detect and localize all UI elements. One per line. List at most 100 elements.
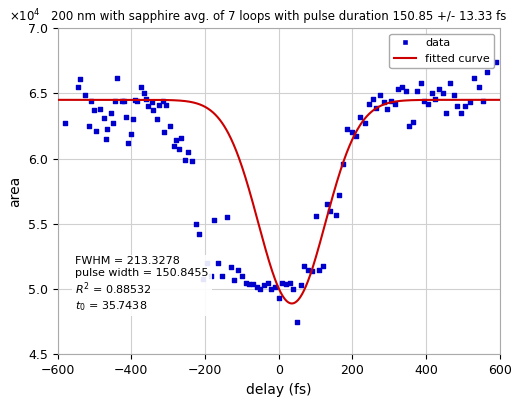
data (479, 98, 487, 104)
data (162, 102, 171, 108)
data (431, 95, 439, 102)
data (92, 128, 100, 134)
data (470, 75, 478, 81)
data (133, 98, 141, 104)
data (184, 149, 192, 155)
data (175, 146, 184, 153)
data (304, 266, 313, 273)
data (322, 201, 331, 207)
data (438, 90, 447, 96)
data (369, 95, 377, 102)
fitted curve (55, 98, 61, 102)
data (424, 100, 432, 107)
data (260, 282, 268, 288)
data (267, 286, 276, 292)
data (170, 142, 178, 149)
data (142, 95, 150, 102)
data (315, 266, 323, 273)
data (118, 98, 126, 104)
data (112, 75, 121, 81)
data (326, 207, 334, 214)
data (332, 211, 340, 218)
data (308, 268, 316, 274)
data (111, 98, 119, 104)
data (223, 214, 231, 221)
data (461, 103, 469, 110)
data (99, 115, 108, 122)
fitted curve (408, 98, 414, 102)
data (127, 130, 135, 137)
Text: $\times10^4$: $\times10^4$ (9, 8, 41, 25)
data (387, 98, 395, 104)
data (278, 279, 287, 286)
data (427, 90, 436, 96)
data (214, 260, 222, 266)
data (81, 92, 89, 98)
data (241, 279, 250, 286)
data (398, 83, 406, 90)
data (275, 295, 283, 301)
data (101, 136, 110, 142)
data (123, 140, 132, 146)
data (196, 231, 204, 238)
data (252, 283, 261, 290)
data (365, 100, 373, 107)
data (90, 107, 99, 113)
data (172, 137, 180, 143)
data (348, 129, 357, 136)
data (153, 116, 161, 123)
fitted curve (233, 149, 240, 154)
data (234, 266, 242, 273)
fitted curve (100, 98, 106, 102)
fitted curve (249, 199, 255, 204)
data (282, 281, 290, 287)
data (144, 103, 152, 110)
data (129, 116, 137, 123)
data (413, 87, 421, 94)
data (442, 110, 450, 116)
data (301, 262, 309, 269)
data (188, 158, 196, 164)
data (409, 119, 418, 125)
data (383, 106, 392, 112)
data (453, 103, 462, 110)
data (339, 160, 347, 167)
data (61, 120, 69, 127)
data (87, 98, 95, 104)
data (264, 279, 272, 286)
data (206, 273, 215, 279)
data (466, 99, 474, 106)
data (446, 80, 454, 86)
data (420, 98, 428, 104)
data (488, 59, 497, 65)
data (122, 113, 130, 120)
data (227, 264, 235, 270)
Text: FWHM = 213.3278
pulse width = 150.8455
$R^2$ = 0.88532
$t_0$ = 35.7438: FWHM = 213.3278 pulse width = 150.8455 $… (75, 256, 209, 313)
data (245, 281, 253, 287)
data (249, 281, 257, 287)
Title: 200 nm with sapphire avg. of 7 loops with pulse duration 150.85 +/- 13.33 fs: 200 nm with sapphire avg. of 7 loops wit… (51, 10, 506, 23)
data (131, 97, 139, 103)
fitted curve (289, 301, 295, 306)
data (457, 110, 465, 116)
data (271, 283, 279, 290)
data (492, 59, 500, 65)
data (75, 76, 84, 82)
data (155, 102, 163, 108)
data (256, 286, 264, 292)
data (417, 80, 425, 86)
data (405, 123, 413, 129)
data (180, 157, 189, 163)
data (107, 110, 115, 116)
Legend: data, fitted curve: data, fitted curve (389, 34, 494, 68)
data (160, 129, 168, 136)
data (391, 100, 399, 107)
Line: fitted curve: fitted curve (58, 100, 500, 303)
data (96, 106, 104, 112)
data (85, 123, 93, 129)
data (199, 275, 207, 282)
fitted curve (497, 98, 503, 102)
data (217, 273, 226, 279)
data (230, 277, 239, 283)
data (296, 282, 305, 288)
